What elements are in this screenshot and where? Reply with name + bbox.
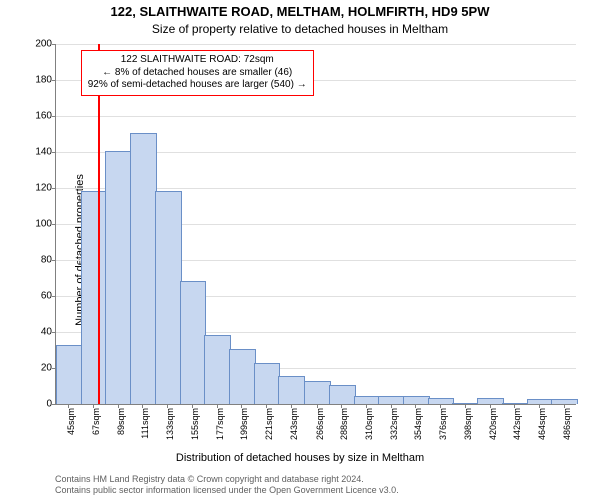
y-tick-label: 120 [35,183,56,194]
y-tick-label: 160 [35,111,56,122]
histogram-bar [180,281,207,404]
attribution-footer: Contains HM Land Registry data © Crown c… [55,474,399,496]
histogram-bar [354,396,381,404]
histogram-bar [130,133,157,404]
x-tick-label: 111sqm [140,408,150,439]
histogram-plot: 02040608010012014016018020045sqm67sqm89s… [55,44,576,405]
y-tick-label: 100 [35,219,56,230]
y-tick-label: 20 [41,363,56,374]
x-tick-label: 45sqm [66,408,76,435]
footer-line: Contains HM Land Registry data © Crown c… [55,474,399,485]
x-tick-label: 133sqm [165,408,175,440]
subject-marker-line [98,44,100,404]
histogram-bar [254,363,281,404]
page-title: 122, SLAITHWAITE ROAD, MELTHAM, HOLMFIRT… [0,4,600,19]
x-tick-label: 243sqm [289,408,299,440]
y-tick-label: 180 [35,75,56,86]
x-tick-label: 354sqm [413,408,423,440]
histogram-bar [278,376,305,404]
x-tick-label: 288sqm [339,408,349,440]
x-tick-label: 67sqm [91,408,101,435]
page-subtitle: Size of property relative to detached ho… [0,22,600,36]
x-tick-label: 199sqm [239,408,249,440]
x-tick-label: 442sqm [512,408,522,440]
histogram-bar [304,381,331,404]
x-tick-label: 89sqm [116,408,126,435]
y-tick-label: 60 [41,291,56,302]
histogram-bar [329,385,356,404]
histogram-bar [403,396,430,404]
annotation-line: 122 SLAITHWAITE ROAD: 72sqm [88,54,307,67]
histogram-bar [229,349,256,404]
x-tick-label: 177sqm [215,408,225,440]
x-tick-label: 332sqm [389,408,399,440]
histogram-bar [378,396,405,404]
x-tick-label: 310sqm [364,408,374,440]
y-tick-label: 0 [46,399,56,410]
x-tick-label: 486sqm [562,408,572,440]
y-tick-label: 140 [35,147,56,158]
histogram-bar [204,335,231,404]
y-tick-label: 40 [41,327,56,338]
annotation-line: 92% of semi-detached houses are larger (… [88,79,307,92]
x-tick-label: 266sqm [315,408,325,440]
histogram-bar [527,399,554,404]
histogram-bar [81,191,108,404]
x-tick-label: 464sqm [537,408,547,440]
annotation-line: ← 8% of detached houses are smaller (46) [88,67,307,80]
y-tick-label: 80 [41,255,56,266]
annotation-box: 122 SLAITHWAITE ROAD: 72sqm← 8% of detac… [81,50,314,96]
histogram-bar [105,151,132,404]
histogram-bar [56,345,83,404]
footer-line: Contains public sector information licen… [55,485,399,496]
gridline [56,44,576,45]
x-tick-label: 420sqm [488,408,498,440]
histogram-bar [452,403,479,404]
gridline [56,116,576,117]
histogram-bar [155,191,182,404]
x-tick-label: 376sqm [438,408,448,440]
x-tick-label: 155sqm [190,408,200,440]
x-tick-label: 398sqm [463,408,473,440]
x-axis-label: Distribution of detached houses by size … [0,452,600,464]
x-tick-label: 221sqm [264,408,274,440]
y-tick-label: 200 [35,39,56,50]
